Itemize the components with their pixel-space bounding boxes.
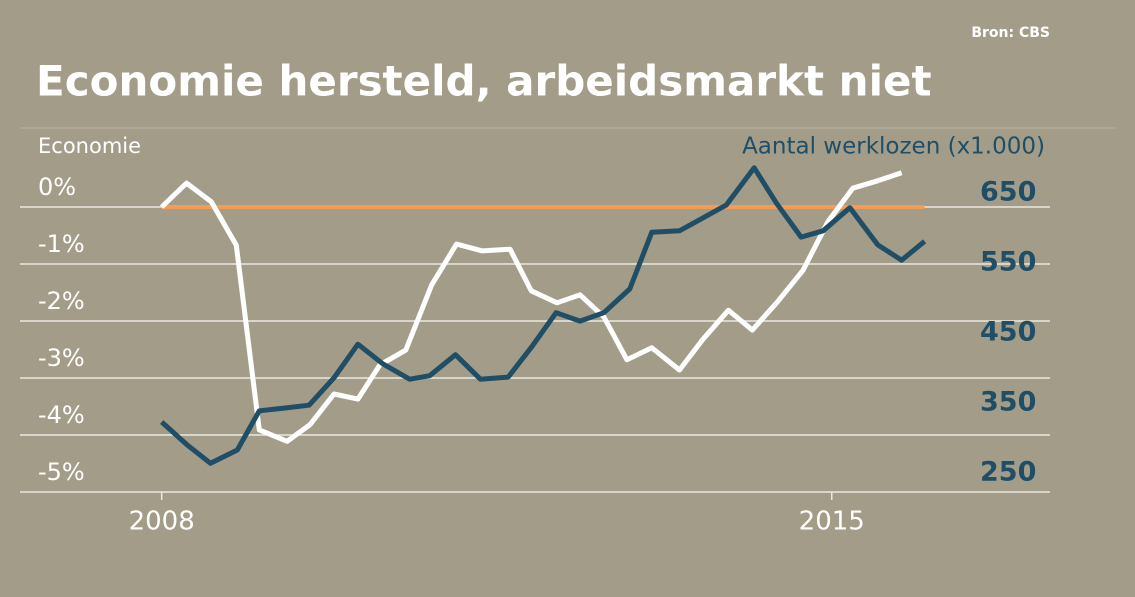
source: Bron: CBS	[971, 25, 1050, 41]
y-tick-label: 0%	[38, 173, 76, 201]
y2-tick-label: 250	[980, 457, 1036, 488]
y2-tick-label: 550	[980, 246, 1036, 277]
y-tick-label: -1%	[38, 230, 85, 258]
y-tick-label: -5%	[38, 458, 85, 486]
x-tick-label: 2008	[129, 507, 195, 537]
y2-tick-label: 650	[980, 176, 1036, 207]
x-tick-label: 2015	[799, 507, 865, 537]
y2-tick-label: 350	[980, 387, 1036, 418]
y-tick-label: -2%	[38, 287, 85, 315]
y-tick-label: -3%	[38, 344, 85, 372]
y2-tick-label: 450	[980, 317, 1036, 348]
chart-title: Economie hersteld, arbeidsmarkt niet	[36, 57, 932, 106]
y-axis-label: Economie	[38, 134, 141, 158]
y-tick-label: -4%	[38, 401, 85, 429]
series-line	[159, 170, 903, 444]
y2-axis-label: Aantal werklozen (x1.000)	[742, 134, 1045, 160]
series-line	[160, 165, 927, 466]
